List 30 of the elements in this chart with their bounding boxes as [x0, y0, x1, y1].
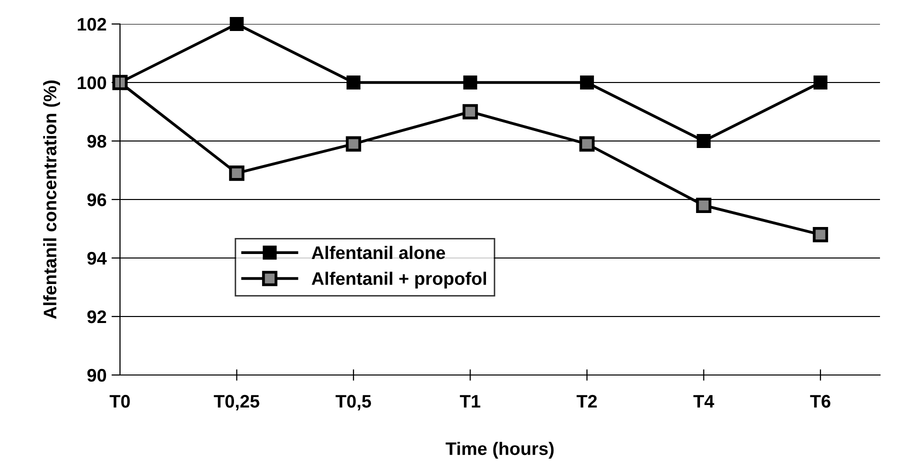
- point: [812, 226, 828, 242]
- x-tick-label: T4: [693, 395, 714, 408]
- y-tick-label: 92: [87, 310, 106, 324]
- x-tick-label: T0,5: [336, 394, 372, 410]
- x-tick-label: T0: [110, 394, 130, 408]
- point: [463, 76, 478, 90]
- point: [346, 76, 360, 90]
- y-tick-label: 96: [87, 193, 106, 206]
- point: [346, 136, 362, 152]
- point: [462, 104, 478, 120]
- y-tick-label: 90: [87, 368, 106, 382]
- y-tick-label: 100: [78, 76, 106, 90]
- x-tick-label: T2: [576, 394, 597, 408]
- x-tick-label: T1: [460, 395, 480, 408]
- x-axis-title: Time (hours): [446, 442, 554, 459]
- point: [229, 166, 244, 181]
- point: [814, 76, 828, 90]
- y-tick-label: 102: [78, 18, 106, 31]
- legend-label: Alfentanil alone: [312, 246, 446, 260]
- point: [230, 17, 244, 31]
- x-tick-label: T6: [810, 394, 830, 408]
- y-axis-title: Alfentanil concentration (%): [43, 80, 60, 319]
- point: [696, 198, 712, 213]
- point: [696, 134, 711, 148]
- point: [579, 136, 595, 152]
- x-tick-label: T0,25: [214, 394, 260, 410]
- y-tick-label: 98: [87, 134, 106, 148]
- point: [580, 76, 594, 90]
- legend-label: Alfentanil + propofol: [312, 272, 486, 289]
- y-tick-label: 94: [87, 252, 107, 265]
